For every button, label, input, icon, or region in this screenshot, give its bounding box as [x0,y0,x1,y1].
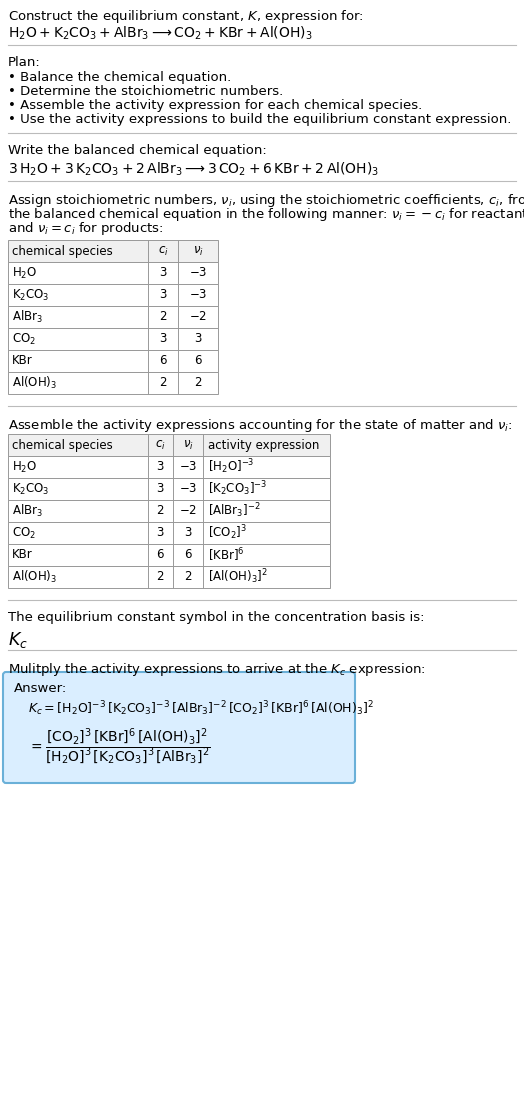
Text: $[\mathrm{H_2O}]^{-3}$: $[\mathrm{H_2O}]^{-3}$ [208,457,255,476]
Text: $= \dfrac{[\mathrm{CO_2}]^{3}\,[\mathrm{KBr}]^{6}\,[\mathrm{Al(OH)_3}]^{2}}{[\ma: $= \dfrac{[\mathrm{CO_2}]^{3}\,[\mathrm{… [28,727,211,767]
Text: $c_i$: $c_i$ [158,244,168,257]
Text: 6: 6 [159,355,167,368]
Text: 3: 3 [159,288,167,302]
Text: Mulitply the activity expressions to arrive at the $K_c$ expression:: Mulitply the activity expressions to arr… [8,661,426,678]
Text: the balanced chemical equation in the following manner: $\nu_i = -c_i$ for react: the balanced chemical equation in the fo… [8,206,524,223]
Text: • Balance the chemical equation.: • Balance the chemical equation. [8,71,231,84]
Text: $-3$: $-3$ [189,266,207,280]
Text: $\nu_i$: $\nu_i$ [193,244,203,257]
Text: $\mathrm{H_2O}$: $\mathrm{H_2O}$ [12,460,37,474]
Bar [8,544,330,566]
Bar [8,350,218,372]
Bar [8,499,330,522]
Text: $[\mathrm{KBr}]^{6}$: $[\mathrm{KBr}]^{6}$ [208,546,245,564]
Text: Plan:: Plan: [8,56,41,69]
Bar [8,372,218,394]
Text: $\mathrm{AlBr_3}$: $\mathrm{AlBr_3}$ [12,503,43,519]
FancyBboxPatch shape [3,672,355,783]
Text: $\mathrm{H_2O + K_2CO_3 + AlBr_3 \longrightarrow CO_2 + KBr + Al(OH)_3}$: $\mathrm{H_2O + K_2CO_3 + AlBr_3 \longri… [8,25,313,42]
Text: $-3$: $-3$ [179,483,197,495]
Text: Assign stoichiometric numbers, $\nu_i$, using the stoichiometric coefficients, $: Assign stoichiometric numbers, $\nu_i$, … [8,192,524,209]
Text: $K_c = [\mathrm{H_2O}]^{-3}\,[\mathrm{K_2CO_3}]^{-3}\,[\mathrm{AlBr_3}]^{-2}\,[\: $K_c = [\mathrm{H_2O}]^{-3}\,[\mathrm{K_… [28,699,374,718]
Text: 3: 3 [156,483,163,495]
Text: $\nu_i$: $\nu_i$ [182,439,193,452]
Text: Construct the equilibrium constant, $K$, expression for:: Construct the equilibrium constant, $K$,… [8,8,364,25]
Text: $\mathrm{CO_2}$: $\mathrm{CO_2}$ [12,332,36,347]
Bar [8,456,330,478]
Bar [8,306,218,328]
Bar [8,284,218,306]
Text: 3: 3 [184,526,192,539]
Bar [8,566,330,588]
Text: $-3$: $-3$ [179,461,197,474]
Text: 2: 2 [194,377,202,389]
Text: $\mathrm{K_2CO_3}$: $\mathrm{K_2CO_3}$ [12,287,49,303]
Text: $-2$: $-2$ [189,311,207,324]
Text: Write the balanced chemical equation:: Write the balanced chemical equation: [8,144,267,157]
Text: and $\nu_i = c_i$ for products:: and $\nu_i = c_i$ for products: [8,220,163,236]
Text: 3: 3 [159,266,167,280]
Text: 3: 3 [159,333,167,346]
Text: $-3$: $-3$ [189,288,207,302]
Text: 2: 2 [159,377,167,389]
Bar [8,240,218,262]
Text: 2: 2 [159,311,167,324]
Text: $[\mathrm{Al(OH)_3}]^{2}$: $[\mathrm{Al(OH)_3}]^{2}$ [208,568,268,587]
Text: 3: 3 [156,461,163,474]
Bar [8,328,218,350]
Text: $c_i$: $c_i$ [155,439,166,452]
Text: 6: 6 [156,548,163,561]
Text: activity expression: activity expression [208,439,319,452]
Text: $-2$: $-2$ [179,505,197,517]
Text: • Determine the stoichiometric numbers.: • Determine the stoichiometric numbers. [8,85,283,98]
Bar [8,522,330,544]
Text: $K_c$: $K_c$ [8,630,28,650]
Text: 3: 3 [194,333,202,346]
Text: 6: 6 [194,355,202,368]
Text: $\mathrm{H_2O}$: $\mathrm{H_2O}$ [12,265,37,281]
Text: KBr: KBr [12,548,32,561]
Text: $[\mathrm{CO_2}]^{3}$: $[\mathrm{CO_2}]^{3}$ [208,524,247,543]
Text: • Use the activity expressions to build the equilibrium constant expression.: • Use the activity expressions to build … [8,113,511,126]
Text: The equilibrium constant symbol in the concentration basis is:: The equilibrium constant symbol in the c… [8,611,424,624]
Text: $\mathrm{K_2CO_3}$: $\mathrm{K_2CO_3}$ [12,482,49,496]
Text: $\mathrm{Al(OH)_3}$: $\mathrm{Al(OH)_3}$ [12,569,57,585]
Text: $\mathrm{CO_2}$: $\mathrm{CO_2}$ [12,526,36,540]
Bar [8,478,330,499]
Text: 2: 2 [156,505,163,517]
Text: KBr: KBr [12,355,32,368]
Text: chemical species: chemical species [12,439,113,452]
Text: $[\mathrm{K_2CO_3}]^{-3}$: $[\mathrm{K_2CO_3}]^{-3}$ [208,480,267,498]
Text: $\mathrm{Al(OH)_3}$: $\mathrm{Al(OH)_3}$ [12,375,57,391]
Text: 2: 2 [156,570,163,583]
Text: 2: 2 [184,570,192,583]
Text: • Assemble the activity expression for each chemical species.: • Assemble the activity expression for e… [8,99,422,112]
Text: 6: 6 [184,548,192,561]
Text: Answer:: Answer: [14,682,67,695]
Bar [8,434,330,456]
Text: $\mathrm{AlBr_3}$: $\mathrm{AlBr_3}$ [12,309,43,325]
Text: Assemble the activity expressions accounting for the state of matter and $\nu_i$: Assemble the activity expressions accoun… [8,417,512,434]
Text: chemical species: chemical species [12,244,113,257]
Text: 3: 3 [156,526,163,539]
Text: $[\mathrm{AlBr_3}]^{-2}$: $[\mathrm{AlBr_3}]^{-2}$ [208,502,260,520]
Text: $\mathrm{3\,H_2O + 3\,K_2CO_3 + 2\,AlBr_3 \longrightarrow 3\,CO_2 + 6\,KBr + 2\,: $\mathrm{3\,H_2O + 3\,K_2CO_3 + 2\,AlBr_… [8,161,379,178]
Bar [8,262,218,284]
